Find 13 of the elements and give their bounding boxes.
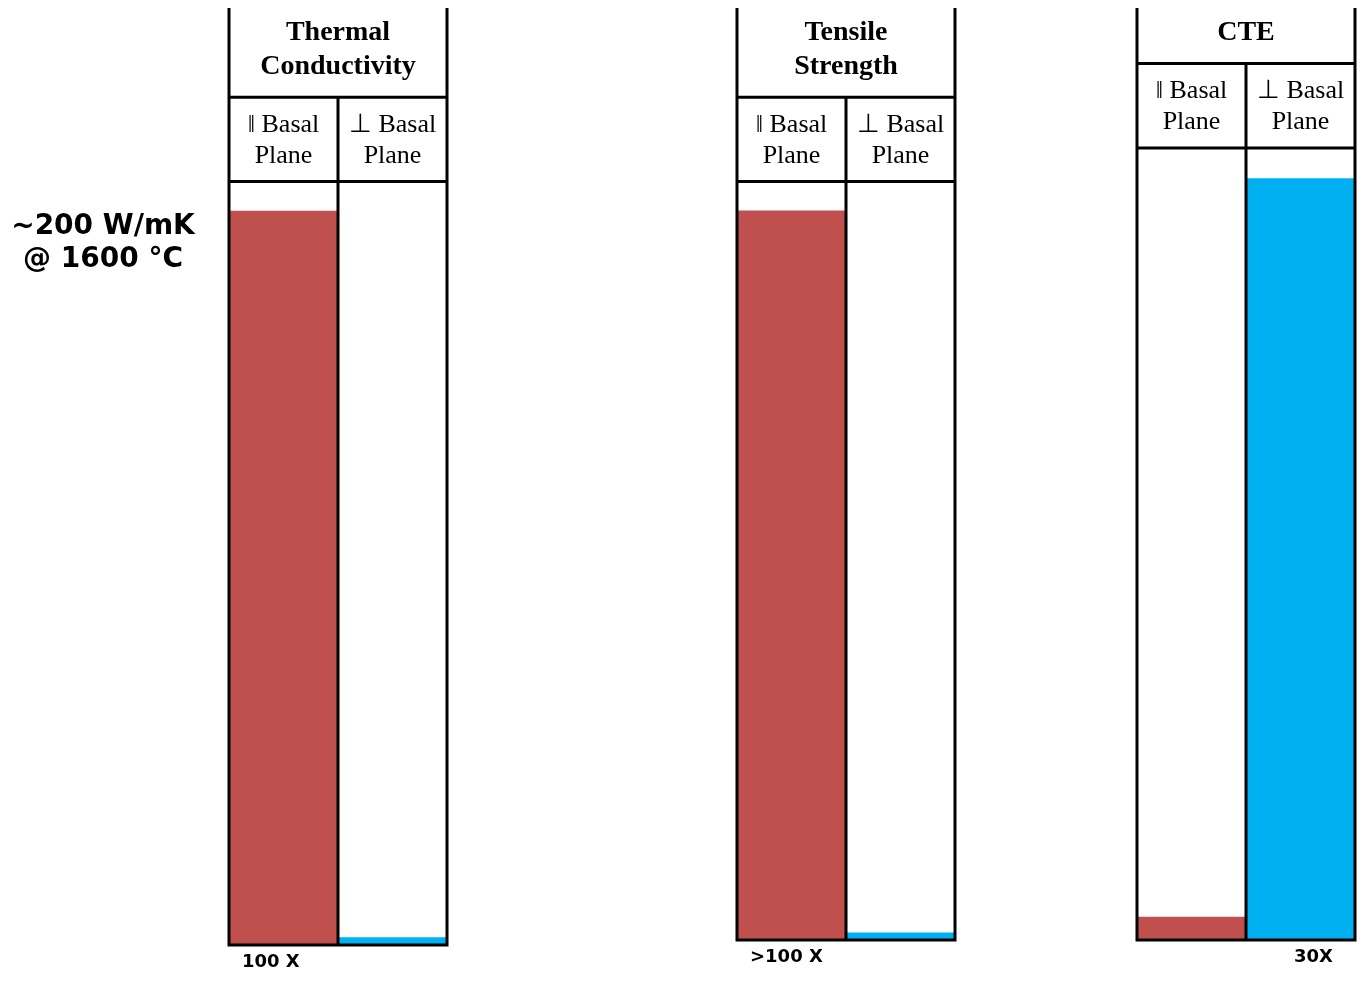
chart-title: CTE — [1217, 15, 1275, 47]
x-tick-label: ⊥ Basal Plane — [856, 108, 945, 169]
text: ~200 W/mK @ 1600 °C — [10, 208, 196, 274]
x-tick-label: ‖ Basal Plane — [1155, 75, 1228, 136]
x-tick-label: ⊥ Basal Plane — [348, 108, 437, 169]
chart-title: Tensile Strength — [794, 15, 899, 80]
x-tick-label: ‖ Basal Plane — [755, 108, 828, 169]
x-tick-label: ⊥ Basal Plane — [1256, 75, 1345, 136]
x-tick-label: ‖ Basal Plane — [247, 108, 320, 169]
chart-title: Thermal Conductivity — [260, 15, 416, 80]
text: 30X — [1294, 945, 1334, 966]
text: >100 X — [750, 945, 824, 966]
text: 100 X — [242, 950, 301, 971]
